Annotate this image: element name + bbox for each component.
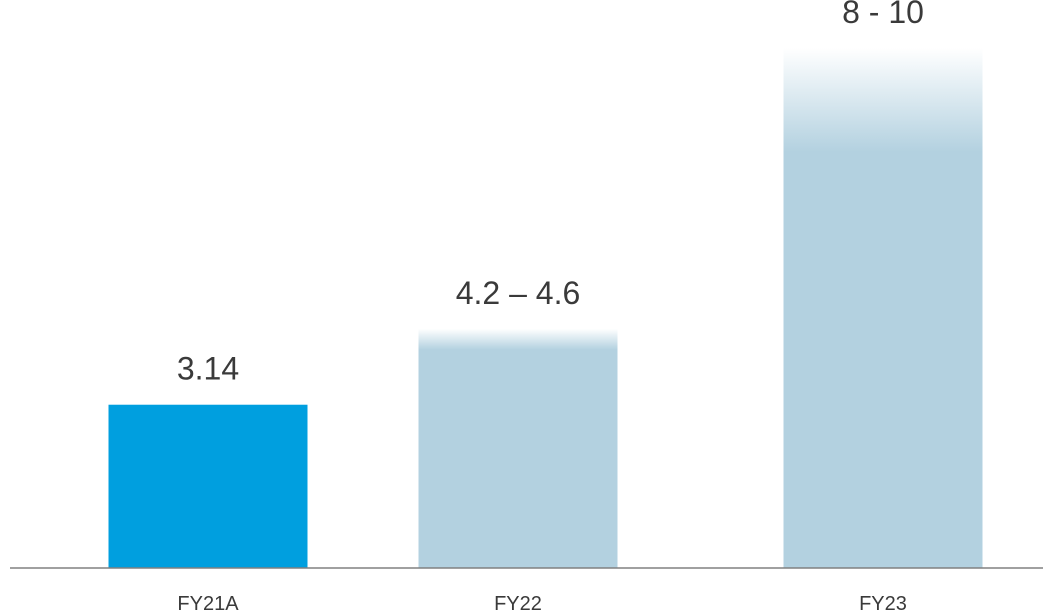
x-tick-label-fy23: FY23 <box>859 593 907 615</box>
x-tick-label-fy21a: FY21A <box>177 593 239 615</box>
value-label-fy22: 4.2 – 4.6 <box>456 275 581 311</box>
value-labels-group: 3.14 4.2 – 4.6 8 - 10 <box>177 0 924 387</box>
bars-group <box>108 48 983 568</box>
value-label-fy21a: 3.14 <box>177 351 239 387</box>
bar-fy22 <box>418 328 618 568</box>
value-label-fy23: 8 - 10 <box>842 0 924 30</box>
x-tick-labels-group: FY21A FY22 FY23 <box>177 593 906 615</box>
bar-fy21a <box>108 404 308 568</box>
bar-fy23 <box>783 48 983 568</box>
x-tick-label-fy22: FY22 <box>494 593 542 615</box>
